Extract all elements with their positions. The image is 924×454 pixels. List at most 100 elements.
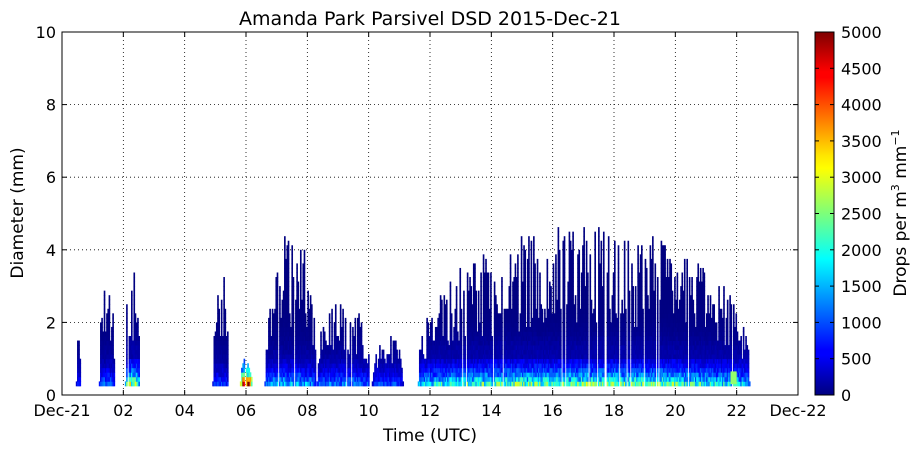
heatmap-cell: [112, 313, 114, 319]
heatmap-cell: [518, 340, 520, 346]
heatmap-cell: [512, 376, 514, 382]
heatmap-cell: [485, 354, 487, 360]
heatmap-cell: [455, 349, 458, 355]
heatmap-cell: [607, 313, 610, 319]
heatmap-cell: [437, 381, 439, 387]
heatmap-cell: [279, 372, 281, 378]
heatmap-cell: [269, 381, 271, 387]
heatmap-cell: [129, 363, 132, 369]
heatmap-cell: [497, 326, 500, 332]
heatmap-cell: [572, 272, 574, 278]
heatmap-cell: [218, 372, 221, 378]
heatmap-cell: [133, 345, 136, 351]
heatmap-cell: [425, 372, 427, 378]
heatmap-cell: [531, 358, 534, 364]
heatmap-cell: [471, 358, 474, 364]
heatmap-cell: [491, 363, 493, 369]
heatmap-cell: [602, 349, 605, 355]
heatmap-cell: [555, 363, 557, 369]
heatmap-cell: [475, 313, 478, 319]
heatmap-cell: [133, 354, 136, 360]
heatmap-cell: [292, 349, 295, 355]
heatmap-cell: [579, 340, 582, 346]
heatmap-cell: [469, 322, 471, 328]
heatmap-cell: [347, 358, 349, 364]
heatmap-cell: [485, 313, 487, 319]
heatmap-cell: [126, 336, 128, 341]
heatmap-cell: [434, 367, 437, 373]
heatmap-cell: [485, 286, 487, 292]
heatmap-cell: [321, 358, 324, 364]
heatmap-cell: [274, 326, 276, 332]
heatmap-cell: [599, 308, 601, 314]
heatmap-cell: [569, 245, 572, 251]
heatmap-cell: [224, 308, 227, 314]
heatmap-cell: [328, 345, 331, 351]
heatmap-cell: [536, 331, 539, 337]
heatmap-cell: [582, 363, 584, 369]
heatmap-cell: [540, 331, 543, 337]
heatmap-cell: [583, 381, 585, 387]
heatmap-cell: [503, 322, 506, 328]
heatmap-cell: [109, 354, 112, 360]
heatmap-cell: [101, 381, 103, 387]
heatmap-cell: [523, 267, 525, 273]
heatmap-cell: [533, 376, 535, 382]
heatmap-cell: [449, 326, 452, 332]
heatmap-cell: [331, 367, 333, 373]
heatmap-cell: [225, 363, 228, 369]
heatmap-cell: [591, 376, 594, 382]
heatmap-cell: [556, 345, 558, 351]
heatmap-cell: [512, 290, 514, 296]
heatmap-cell: [332, 354, 335, 360]
heatmap-cell: [523, 254, 525, 260]
heatmap-cell: [571, 326, 573, 332]
heatmap-cell: [270, 376, 273, 382]
heatmap-cell: [506, 313, 508, 319]
heatmap-cell: [213, 354, 216, 360]
heatmap-cell: [133, 336, 136, 341]
heatmap-cell: [587, 331, 589, 337]
heatmap-cell: [513, 336, 516, 341]
heatmap-cell: [600, 267, 603, 273]
heatmap-cell: [523, 304, 525, 310]
heatmap-cell: [512, 295, 514, 301]
heatmap-cell: [486, 322, 489, 328]
heatmap-cell: [482, 254, 485, 260]
heatmap-cell: [298, 331, 301, 337]
heatmap-cell: [506, 363, 508, 369]
heatmap-cell: [463, 313, 465, 319]
heatmap-cell: [219, 340, 222, 346]
heatmap-cell: [223, 299, 225, 305]
heatmap-cell: [503, 345, 506, 351]
heatmap-cell: [299, 304, 302, 310]
heatmap-cell: [531, 349, 534, 355]
heatmap-cell: [445, 381, 448, 387]
heatmap-cell: [218, 313, 221, 319]
heatmap-cell: [474, 308, 476, 314]
heatmap-cell: [137, 340, 139, 346]
heatmap-cell: [537, 331, 540, 337]
heatmap-cell: [426, 363, 428, 369]
heatmap-cell: [580, 354, 583, 360]
heatmap-cell: [111, 336, 113, 341]
heatmap-cell: [430, 358, 432, 364]
heatmap-cell: [398, 363, 401, 369]
heatmap-cell: [585, 317, 588, 323]
heatmap-cell: [323, 367, 326, 373]
heatmap-cell: [281, 331, 284, 337]
heatmap-cell: [321, 363, 324, 369]
heatmap-cell: [333, 372, 336, 378]
heatmap-cell: [546, 263, 549, 269]
heatmap-cell: [466, 336, 469, 341]
heatmap-cell: [515, 290, 518, 296]
heatmap-cell: [301, 367, 303, 373]
heatmap-cell: [441, 372, 443, 378]
heatmap-cell: [287, 295, 290, 301]
heatmap-cell: [384, 367, 386, 373]
heatmap-cell: [280, 340, 282, 346]
heatmap-cell: [290, 326, 292, 332]
heatmap-cell: [357, 336, 359, 341]
heatmap-cell: [490, 363, 492, 369]
heatmap-cell: [129, 367, 132, 373]
